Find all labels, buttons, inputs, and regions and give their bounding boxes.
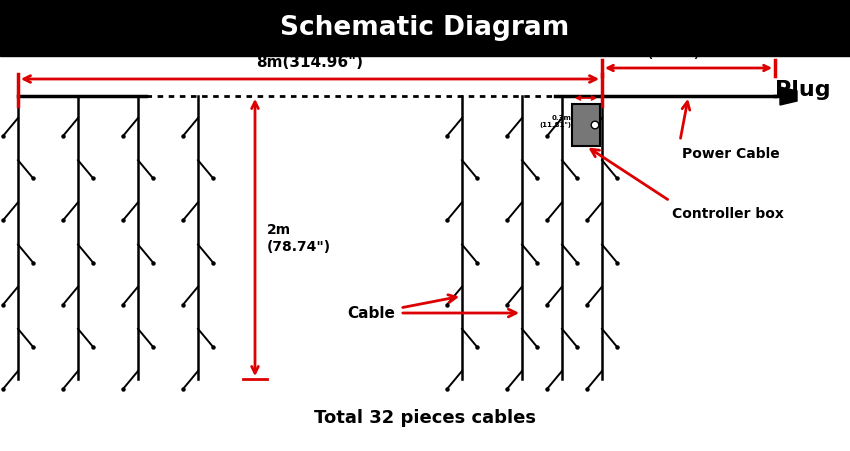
Text: 2m
(78.74"): 2m (78.74")	[267, 223, 332, 253]
Circle shape	[592, 122, 598, 129]
Text: Power Cable: Power Cable	[682, 147, 779, 161]
Bar	[0, 0, 850, 57]
Text: 0.3m
(11.81"): 0.3m (11.81")	[539, 115, 571, 128]
Text: Controller box: Controller box	[672, 207, 784, 221]
Text: Plug: Plug	[775, 80, 830, 100]
Text: Total 32 pieces cables: Total 32 pieces cables	[314, 408, 536, 426]
Text: Cable: Cable	[347, 306, 395, 321]
Text: 1.5m
(59.06"): 1.5m (59.06")	[648, 37, 699, 59]
Text: 8m(314.96"): 8m(314.96")	[257, 55, 364, 70]
Polygon shape	[780, 88, 797, 106]
Bar	[572, 105, 600, 147]
Text: Schematic Diagram: Schematic Diagram	[280, 15, 570, 41]
